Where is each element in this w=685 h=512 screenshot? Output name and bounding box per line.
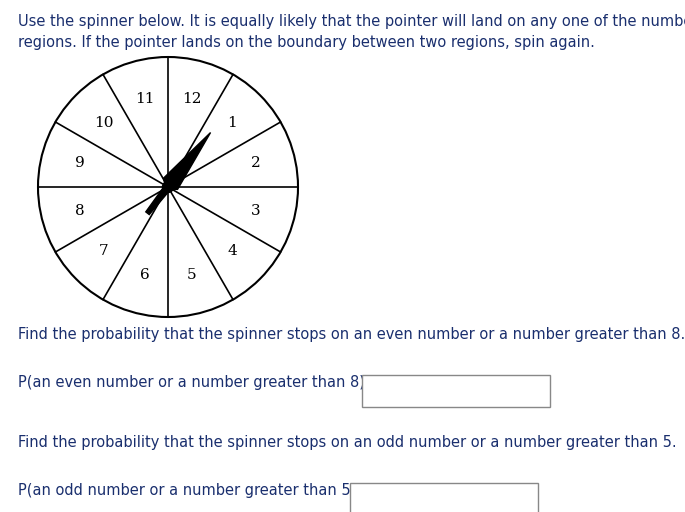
Text: P(an even number or a number greater than 8) =: P(an even number or a number greater tha… (18, 375, 382, 390)
Text: 7: 7 (99, 244, 108, 259)
Text: 10: 10 (94, 116, 114, 130)
FancyBboxPatch shape (362, 375, 550, 407)
Text: P(an odd number or a number greater than 5) =: P(an odd number or a number greater than… (18, 483, 373, 498)
Text: 5: 5 (187, 268, 197, 282)
Polygon shape (146, 133, 210, 215)
Text: 1: 1 (227, 116, 237, 130)
Text: Find the probability that the spinner stops on an odd number or a number greater: Find the probability that the spinner st… (18, 435, 677, 450)
Text: Find the probability that the spinner stops on an even number or a number greate: Find the probability that the spinner st… (18, 327, 685, 342)
Text: 11: 11 (135, 92, 154, 106)
Text: 6: 6 (140, 268, 149, 282)
Text: 8: 8 (75, 204, 85, 218)
Circle shape (38, 57, 298, 317)
Text: 12: 12 (182, 92, 201, 106)
Text: 4: 4 (227, 244, 237, 259)
FancyBboxPatch shape (350, 483, 538, 512)
Circle shape (162, 181, 173, 193)
Text: 2: 2 (251, 157, 261, 170)
Text: Use the spinner below. It is equally likely that the pointer will land on any on: Use the spinner below. It is equally lik… (18, 14, 685, 50)
Text: 9: 9 (75, 157, 85, 170)
Text: 3: 3 (251, 204, 261, 218)
